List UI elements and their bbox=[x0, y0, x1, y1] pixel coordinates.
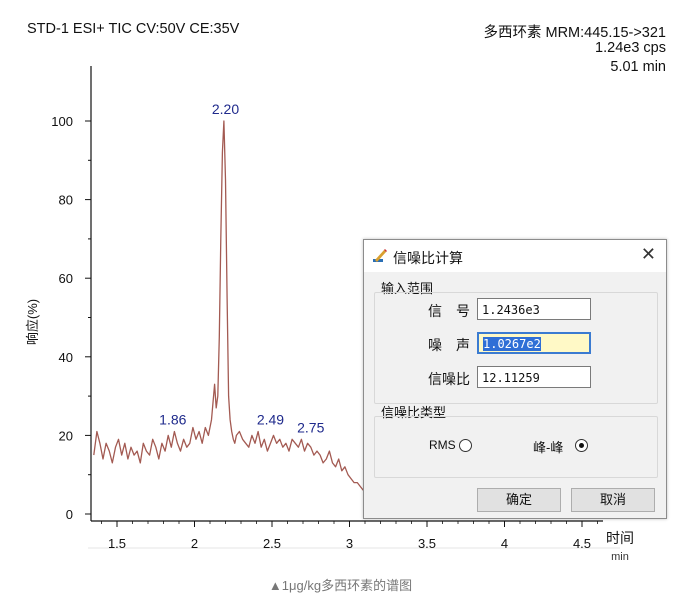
y-tick-label: 0 bbox=[66, 507, 73, 522]
snr-field[interactable]: 12.11259 bbox=[477, 366, 591, 388]
noise-field[interactable]: 1.0267e2 bbox=[477, 332, 591, 354]
y-tick-label: 80 bbox=[59, 193, 73, 208]
x-tick-label: 3.5 bbox=[418, 536, 436, 551]
chromatogram-trace bbox=[93, 120, 364, 491]
signal-field[interactable]: 1.2436e3 bbox=[477, 298, 591, 320]
noise-label: 噪 声 bbox=[428, 337, 470, 353]
snr-dialog: 信噪比计算 ✕ 输入范围 信 号 1.2436e3 噪 声 1.0267e2 信… bbox=[363, 239, 667, 519]
y-tick-label: 40 bbox=[59, 350, 73, 365]
x-tick-label: 3 bbox=[346, 536, 353, 551]
input-range-group bbox=[374, 292, 658, 404]
y-tick-label: 20 bbox=[59, 428, 73, 443]
peak-to-peak-radio[interactable] bbox=[575, 439, 588, 452]
x-tick-label: 4.5 bbox=[573, 536, 591, 551]
x-tick-label: 2 bbox=[191, 536, 198, 551]
x-axis-label: 时间 bbox=[606, 530, 634, 546]
ok-button[interactable]: 确定 bbox=[477, 488, 561, 512]
snr-type-group bbox=[374, 416, 658, 478]
snr-label: 信噪比 bbox=[428, 371, 470, 387]
x-axis-unit: min bbox=[611, 551, 629, 563]
y-tick-label: 100 bbox=[51, 114, 73, 129]
figure-caption: ▲1μg/kg多西环素的谱图 bbox=[268, 578, 413, 593]
signal-label: 信 号 bbox=[428, 303, 470, 319]
chart-header-intensity: 1.24e3 cps bbox=[595, 40, 666, 56]
rms-label: RMS bbox=[429, 438, 456, 452]
peak-label: 2.49 bbox=[257, 411, 284, 427]
chart-header-compound: 多西环素 MRM:445.15->321 bbox=[483, 25, 666, 41]
rms-radio[interactable] bbox=[459, 439, 472, 452]
peak-to-peak-label: 峰-峰 bbox=[533, 440, 564, 455]
chart-header-left: STD-1 ESI+ TIC CV:50V CE:35V bbox=[27, 21, 240, 37]
peak-label: 2.75 bbox=[297, 419, 324, 435]
x-tick-label: 1.5 bbox=[108, 536, 126, 551]
chart-header-time: 5.01 min bbox=[610, 59, 666, 75]
peak-label: 2.20 bbox=[212, 101, 239, 117]
dialog-titlebar[interactable]: 信噪比计算 ✕ bbox=[364, 240, 666, 272]
pencil-chart-icon bbox=[373, 249, 387, 262]
dialog-title: 信噪比计算 bbox=[393, 250, 463, 266]
cancel-button[interactable]: 取消 bbox=[571, 488, 655, 512]
peak-label: 1.86 bbox=[159, 411, 186, 427]
close-icon[interactable]: ✕ bbox=[640, 244, 656, 264]
x-tick-label: 4 bbox=[501, 536, 508, 551]
radio-selected-dot bbox=[579, 443, 584, 448]
x-tick-label: 2.5 bbox=[263, 536, 281, 551]
noise-field-value: 1.0267e2 bbox=[483, 337, 541, 351]
y-axis-label: 响应(%) bbox=[25, 299, 40, 345]
y-tick-label: 60 bbox=[59, 271, 73, 286]
